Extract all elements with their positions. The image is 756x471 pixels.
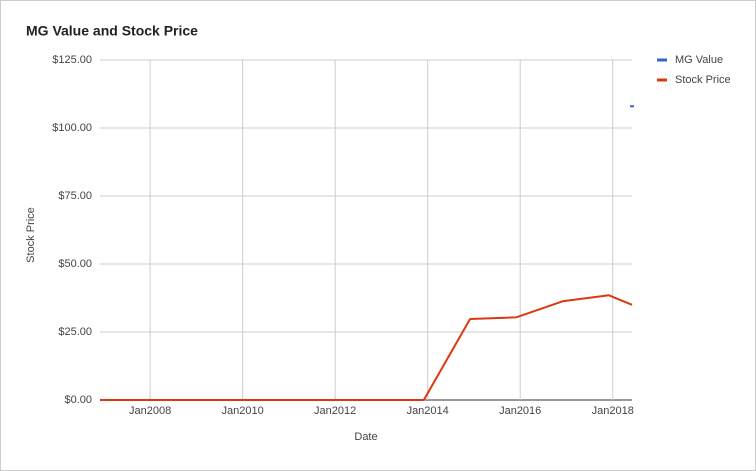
y-tick-label: $100.00 (52, 122, 92, 134)
y-tick-label: $75.00 (58, 190, 92, 202)
series-line (100, 294, 633, 401)
y-tick-label: $0.00 (64, 394, 92, 406)
x-axis-label: Date (354, 431, 377, 443)
x-tick-label: Jan2016 (499, 405, 541, 417)
y-axis-label: Stock Price (25, 207, 37, 263)
chart-title: MG Value and Stock Price (26, 23, 198, 39)
x-tick-label: Jan2012 (314, 405, 356, 417)
legend-label: Stock Price (675, 74, 731, 86)
y-tick-label: $25.00 (58, 326, 92, 338)
x-tick-label: Jan2010 (222, 405, 264, 417)
legend-label: MG Value (675, 54, 723, 66)
y-tick-label: $50.00 (58, 258, 92, 270)
y-tick-label: $125.00 (52, 54, 92, 66)
x-tick-label: Jan2018 (592, 405, 634, 417)
x-tick-label: Jan2008 (129, 405, 171, 417)
x-tick-label: Jan2014 (407, 405, 449, 417)
